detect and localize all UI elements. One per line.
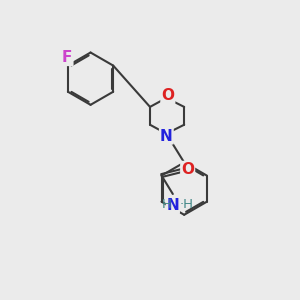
Text: O: O: [161, 88, 174, 103]
Text: N: N: [167, 198, 179, 213]
Text: H: H: [162, 198, 172, 211]
Text: N: N: [160, 128, 173, 143]
Text: O: O: [181, 162, 194, 177]
Text: F: F: [62, 50, 73, 65]
Text: ·H: ·H: [179, 198, 194, 211]
